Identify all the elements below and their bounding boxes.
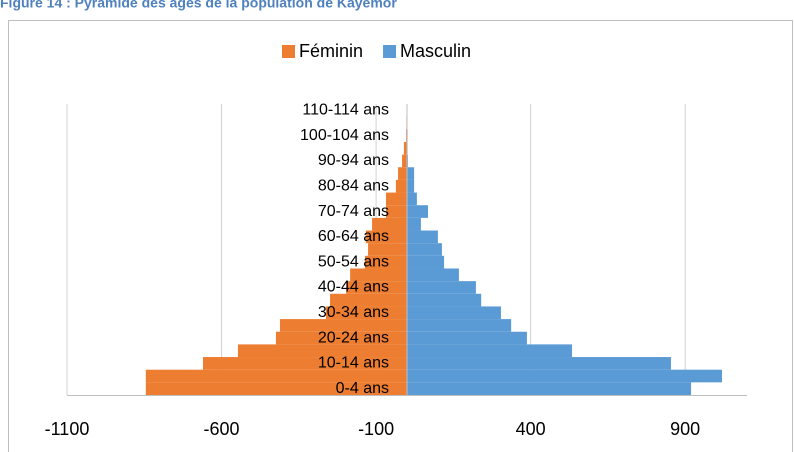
bar	[407, 369, 722, 383]
y-tick-label: 10-14 ans	[318, 355, 389, 372]
bar	[407, 192, 417, 206]
bar	[407, 357, 671, 370]
y-tick-label: 110-114 ans	[302, 102, 389, 119]
bar	[326, 306, 407, 320]
x-tick-label: 900	[670, 419, 700, 439]
bar	[350, 268, 407, 282]
legend-swatch	[383, 45, 397, 58]
bar	[395, 179, 407, 193]
y-tick-label: 30-34 ans	[318, 304, 389, 321]
y-tick-label: 20-24 ans	[318, 329, 389, 346]
bar	[407, 319, 512, 332]
bar	[145, 382, 407, 395]
bar	[385, 205, 407, 218]
bar	[403, 141, 407, 155]
legend-label: Féminin	[299, 41, 363, 61]
legend-swatch	[282, 45, 295, 58]
y-tick-label: 80-84 ans	[318, 177, 389, 194]
bar	[402, 154, 407, 168]
legend-label: Masculin	[400, 41, 471, 61]
y-tick-label: 90-94 ans	[318, 152, 389, 169]
bar	[346, 281, 407, 294]
bar	[407, 255, 445, 269]
x-tick-label: -600	[204, 419, 240, 439]
bar	[237, 344, 407, 358]
y-tick-label: 70-74 ans	[318, 203, 389, 220]
bar	[407, 382, 692, 395]
y-tick-label: 0-4 ans	[336, 380, 389, 397]
bar	[407, 281, 476, 294]
bar	[407, 344, 573, 358]
bar	[330, 293, 407, 307]
bar	[407, 306, 501, 320]
y-tick-label: 100-104 ans	[300, 127, 389, 144]
bar	[385, 192, 407, 206]
bar	[407, 331, 527, 345]
bar	[407, 217, 421, 231]
bar	[368, 243, 407, 256]
x-tick-label: -1100	[45, 419, 90, 439]
chart-frame	[8, 20, 793, 452]
x-tick-label: -100	[358, 419, 394, 439]
bar	[407, 243, 442, 256]
y-tick-label: 60-64 ans	[318, 228, 389, 245]
bar	[407, 167, 415, 180]
bar	[203, 357, 407, 370]
chart-title: Figure 14 : Pyramide des âges de la popu…	[0, 0, 397, 11]
bar	[275, 331, 407, 345]
bar	[372, 217, 407, 231]
bar	[407, 268, 459, 282]
y-tick-label: 40-44 ans	[318, 279, 389, 296]
x-tick-label: 400	[516, 419, 546, 439]
bar	[365, 230, 407, 244]
bar	[398, 167, 407, 180]
y-tick-label: 50-54 ans	[318, 253, 389, 270]
bar	[364, 255, 407, 269]
bar	[279, 319, 407, 332]
bar	[145, 369, 407, 383]
bar	[407, 293, 482, 307]
bar	[407, 205, 429, 218]
bar	[407, 230, 438, 244]
bar	[407, 179, 415, 193]
